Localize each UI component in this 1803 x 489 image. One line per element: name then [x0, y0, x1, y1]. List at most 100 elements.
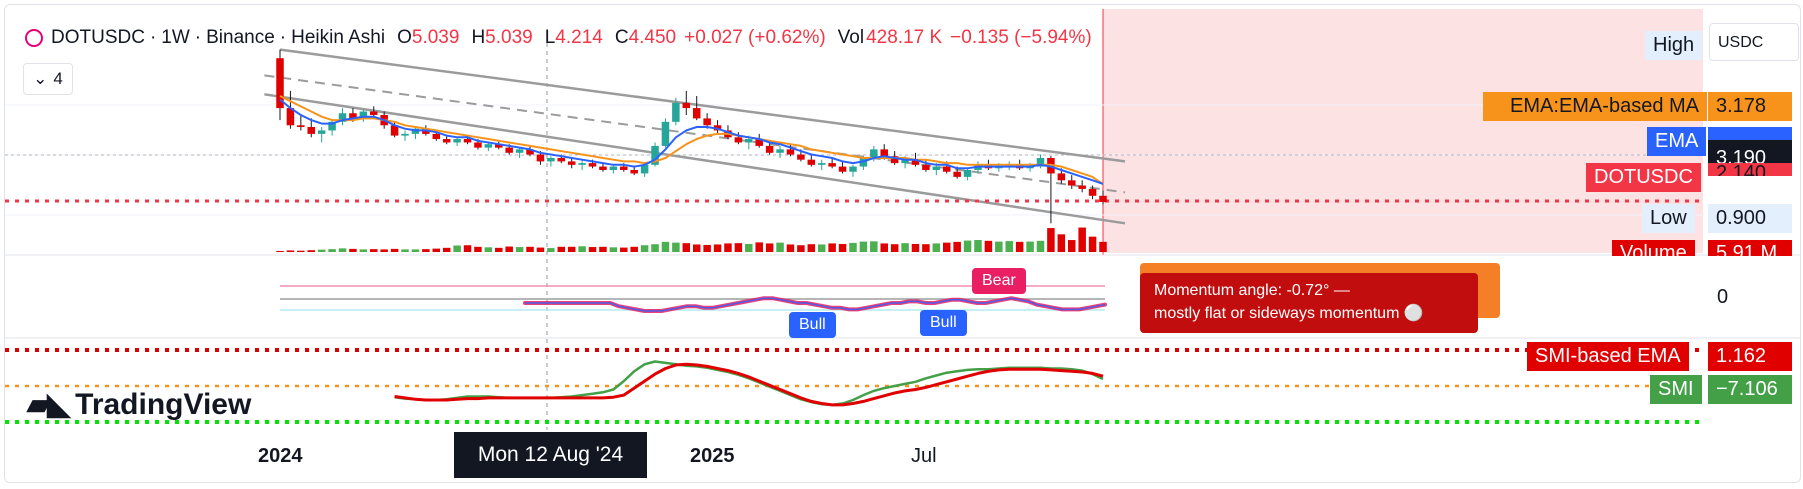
volume-bar — [1036, 240, 1045, 252]
high-value: 5.039 — [485, 27, 533, 48]
candle-body — [536, 154, 545, 162]
channel-lower-line — [264, 93, 1126, 225]
candle-body — [599, 166, 607, 170]
tradingview-logo-icon: ▰◣ — [27, 388, 70, 421]
close-value: 4.450 — [628, 27, 677, 48]
candle-body — [1036, 157, 1045, 167]
bull-marker-1: Bull — [789, 312, 836, 338]
volume-bar — [651, 244, 659, 252]
volume-bar — [1057, 234, 1066, 252]
ema-ma-tag-label: EMA:EMA-based MA — [1483, 92, 1707, 121]
volume-bar — [432, 248, 441, 252]
candle-body — [390, 125, 399, 136]
smi-ema-tag-value: 1.162 — [1708, 342, 1792, 371]
time-label-2024: 2024 — [258, 445, 303, 467]
volume-bar — [1088, 236, 1097, 252]
candle-body — [515, 149, 524, 153]
candle-body — [901, 159, 909, 164]
candle-body — [765, 145, 774, 153]
candle-body — [692, 108, 701, 119]
smi-tag-value: −7.106 — [1708, 375, 1792, 404]
volume-bar — [474, 246, 482, 252]
bear-marker: Bear — [972, 268, 1026, 294]
symbol-tag-value: 2.140 — [1708, 163, 1792, 176]
candle-body — [734, 137, 743, 143]
candle-body — [609, 166, 618, 170]
volume-bar — [515, 247, 524, 252]
volume-bar — [974, 240, 982, 252]
candle-body — [786, 149, 795, 155]
volume-bar — [338, 248, 347, 252]
separator-dot: · — [149, 27, 157, 48]
candle-body — [328, 121, 336, 131]
channel-mid-line — [264, 74, 1126, 194]
chart-header: DOTUSDC · 1W · Binance · Heikin Ashi O 5.… — [25, 27, 1092, 49]
volume-bar — [963, 240, 972, 252]
volume-change: −0.135 (−5.94%) — [950, 27, 1092, 48]
volume-bar — [838, 243, 847, 252]
candle-body — [578, 163, 586, 165]
header-chart-style[interactable]: Heikin Ashi — [291, 27, 386, 48]
candle-body — [911, 159, 920, 165]
header-interval[interactable]: 1W — [161, 27, 190, 48]
volume-tag-value: 5.91 M — [1708, 240, 1792, 256]
candle-body — [317, 130, 326, 134]
volume-label: Vol — [837, 27, 865, 48]
candle-body — [880, 149, 888, 157]
volume-bar — [776, 242, 784, 252]
smi-ema-tag-label: SMI-based EMA — [1527, 342, 1689, 371]
volume-bar — [328, 249, 336, 252]
candle-body — [838, 166, 847, 172]
chevron-down-icon: ⌄ — [33, 69, 48, 88]
ema-line — [279, 98, 1104, 185]
candle-body — [651, 145, 659, 165]
candle-body — [442, 139, 451, 143]
volume-bar — [932, 243, 941, 252]
tooltip-line-2: mostly flat or sideways momentum ⚪ — [1154, 305, 1424, 322]
candle-body — [870, 149, 878, 158]
candle-body — [640, 164, 649, 174]
ema-ma-tag-value: 3.178 — [1708, 92, 1792, 121]
volume-bar — [922, 244, 930, 252]
low-value: 4.214 — [555, 27, 603, 48]
candle-body — [807, 159, 816, 165]
volume-bar — [359, 249, 368, 252]
volume-bar — [422, 249, 430, 252]
volume-bar — [890, 244, 899, 252]
indicator-collapse-button[interactable]: ⌄ 4 — [23, 63, 73, 95]
separator-dot: · — [279, 27, 287, 48]
indicator-count: 4 — [53, 69, 63, 88]
chart-canvas[interactable] — [5, 5, 1800, 482]
candle-body — [849, 166, 857, 172]
volume-bar — [578, 246, 586, 252]
header-symbol[interactable]: DOTUSDC — [51, 27, 145, 48]
volume-bar — [817, 244, 826, 252]
future-region — [1103, 9, 1703, 253]
change-value: +0.027 (+0.62%) — [684, 27, 826, 48]
candle-body — [349, 113, 357, 119]
volume-bar — [505, 246, 513, 252]
volume-bar — [297, 250, 305, 252]
candle-body — [776, 149, 784, 153]
candle-body — [963, 170, 972, 177]
header-exchange: Binance — [206, 27, 275, 48]
ema-tag-value — [1708, 127, 1792, 141]
volume-bar — [495, 247, 503, 252]
volume-bar — [536, 247, 545, 252]
volume-bar — [599, 246, 607, 252]
volume-bar — [1099, 241, 1107, 252]
candle-body — [890, 156, 899, 164]
tradingview-logo[interactable]: ▰◣ TradingView — [27, 387, 251, 422]
ema-ma-line — [279, 95, 1104, 185]
volume-bar — [588, 247, 597, 252]
candle-body — [338, 113, 347, 122]
volume-bar — [901, 243, 909, 252]
candle-body — [953, 171, 961, 177]
candle-body — [484, 144, 493, 148]
volume-bar — [1047, 228, 1055, 252]
volume-bar — [286, 250, 295, 252]
currency-selector[interactable]: USDC — [1709, 23, 1799, 61]
volume-bar — [1026, 241, 1034, 252]
ema-tag-label: EMA — [1647, 127, 1707, 156]
candle-body — [307, 127, 316, 134]
